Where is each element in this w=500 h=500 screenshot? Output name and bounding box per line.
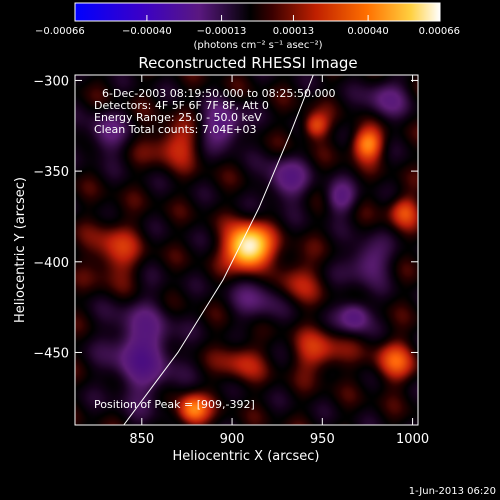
- colorbar-tick-label: −0.00040: [122, 26, 172, 37]
- x-axis-ticks: 850 900 950 1000: [129, 75, 429, 447]
- x-tick-label: 950: [310, 432, 335, 447]
- x-tick-label: 1000: [396, 432, 429, 447]
- colorbar-tick-label: 0.00013: [273, 26, 314, 37]
- y-axis-ticks: −300 −350 −400 −450: [33, 74, 418, 361]
- colorbar-tick-label: 0.00066: [419, 26, 460, 37]
- colorbar: [74, 2, 441, 22]
- heatmap-image: [75, 75, 418, 425]
- annotation-time-range: 6-Dec-2003 08:19:50.000 to 08:25:50.000: [102, 87, 336, 100]
- annotation-detectors: Detectors: 4F 5F 6F 7F 8F, Att 0: [94, 99, 269, 112]
- annotation-peak-position: Position of Peak = [909,-392]: [94, 398, 255, 411]
- colorbar-tick-label: 0.00040: [347, 26, 388, 37]
- annotation-clean-counts: Clean Total counts: 7.04E+03: [94, 123, 257, 136]
- timestamp: 1-Jun-2013 06:20: [409, 486, 496, 497]
- y-axis-label: Heliocentric Y (arcsec): [13, 177, 28, 323]
- annotation-energy-range: Energy Range: 25.0 - 50.0 keV: [94, 111, 262, 124]
- colorbar-ticks: −0.00066 −0.00040 −0.00013 0.00013 0.00040 0.…: [35, 15, 460, 37]
- plot-frame: [74, 74, 419, 426]
- colorbar-tick-label: −0.00066: [35, 26, 85, 37]
- x-tick-label: 850: [129, 432, 154, 447]
- colorbar-tick-label: −0.00013: [197, 26, 247, 37]
- x-axis-label: Heliocentric X (arcsec): [173, 449, 320, 464]
- colorbar-unit-label: (photons cm⁻² s⁻¹ asec⁻²): [193, 40, 322, 51]
- x-tick-label: 900: [220, 432, 245, 447]
- y-tick-label: −450: [33, 346, 69, 361]
- y-tick-label: −400: [33, 256, 69, 271]
- y-tick-label: −300: [33, 74, 69, 89]
- solar-limb-curve: [123, 75, 314, 425]
- chart-title: Reconstructed RHESSI Image: [138, 54, 357, 72]
- y-tick-label: −350: [33, 165, 69, 180]
